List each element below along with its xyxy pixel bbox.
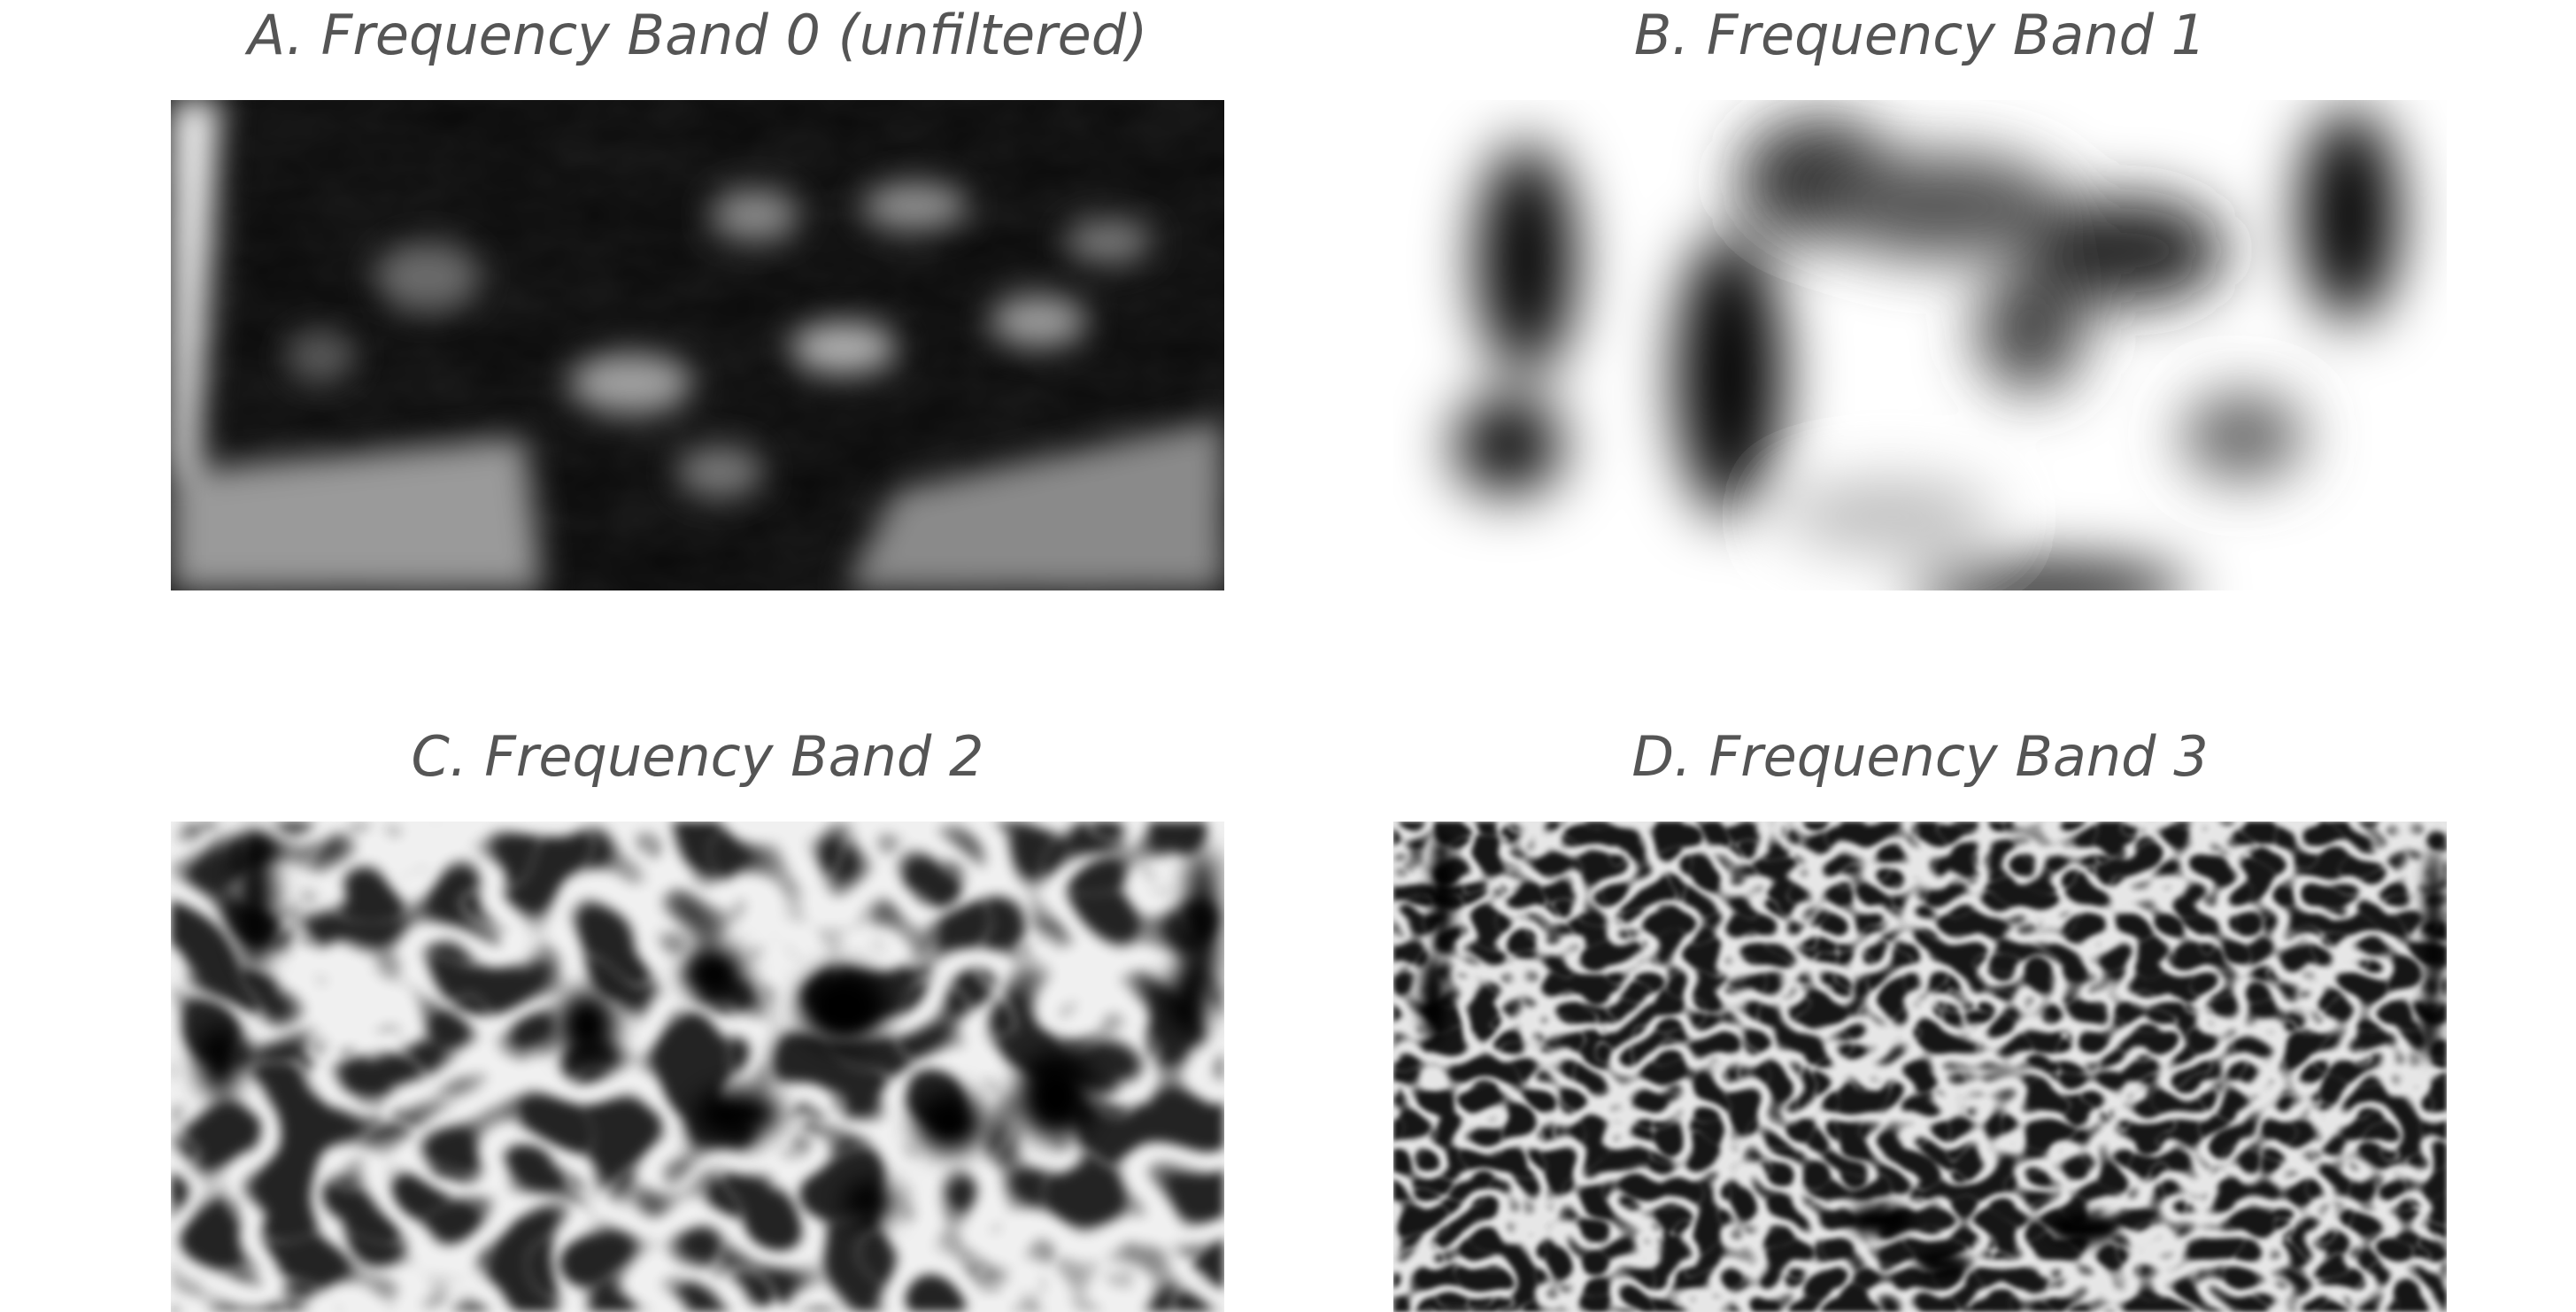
band-3-texture <box>1393 822 2447 1312</box>
band-3-image <box>1393 822 2447 1312</box>
band-0-image <box>171 100 1224 590</box>
band-1-image <box>1393 100 2447 590</box>
panel-title: A. Frequency Band 0 (unfiltered) <box>247 3 1148 67</box>
band-0-texture <box>171 100 1224 590</box>
panel-title: C. Frequency Band 2 <box>411 724 984 789</box>
panel-title: B. Frequency Band 1 <box>1633 3 2207 67</box>
band-2-texture <box>171 822 1224 1312</box>
band-2-image <box>171 822 1224 1312</box>
panel-title: D. Frequency Band 3 <box>1631 724 2209 789</box>
band-1-texture <box>1393 100 2447 590</box>
